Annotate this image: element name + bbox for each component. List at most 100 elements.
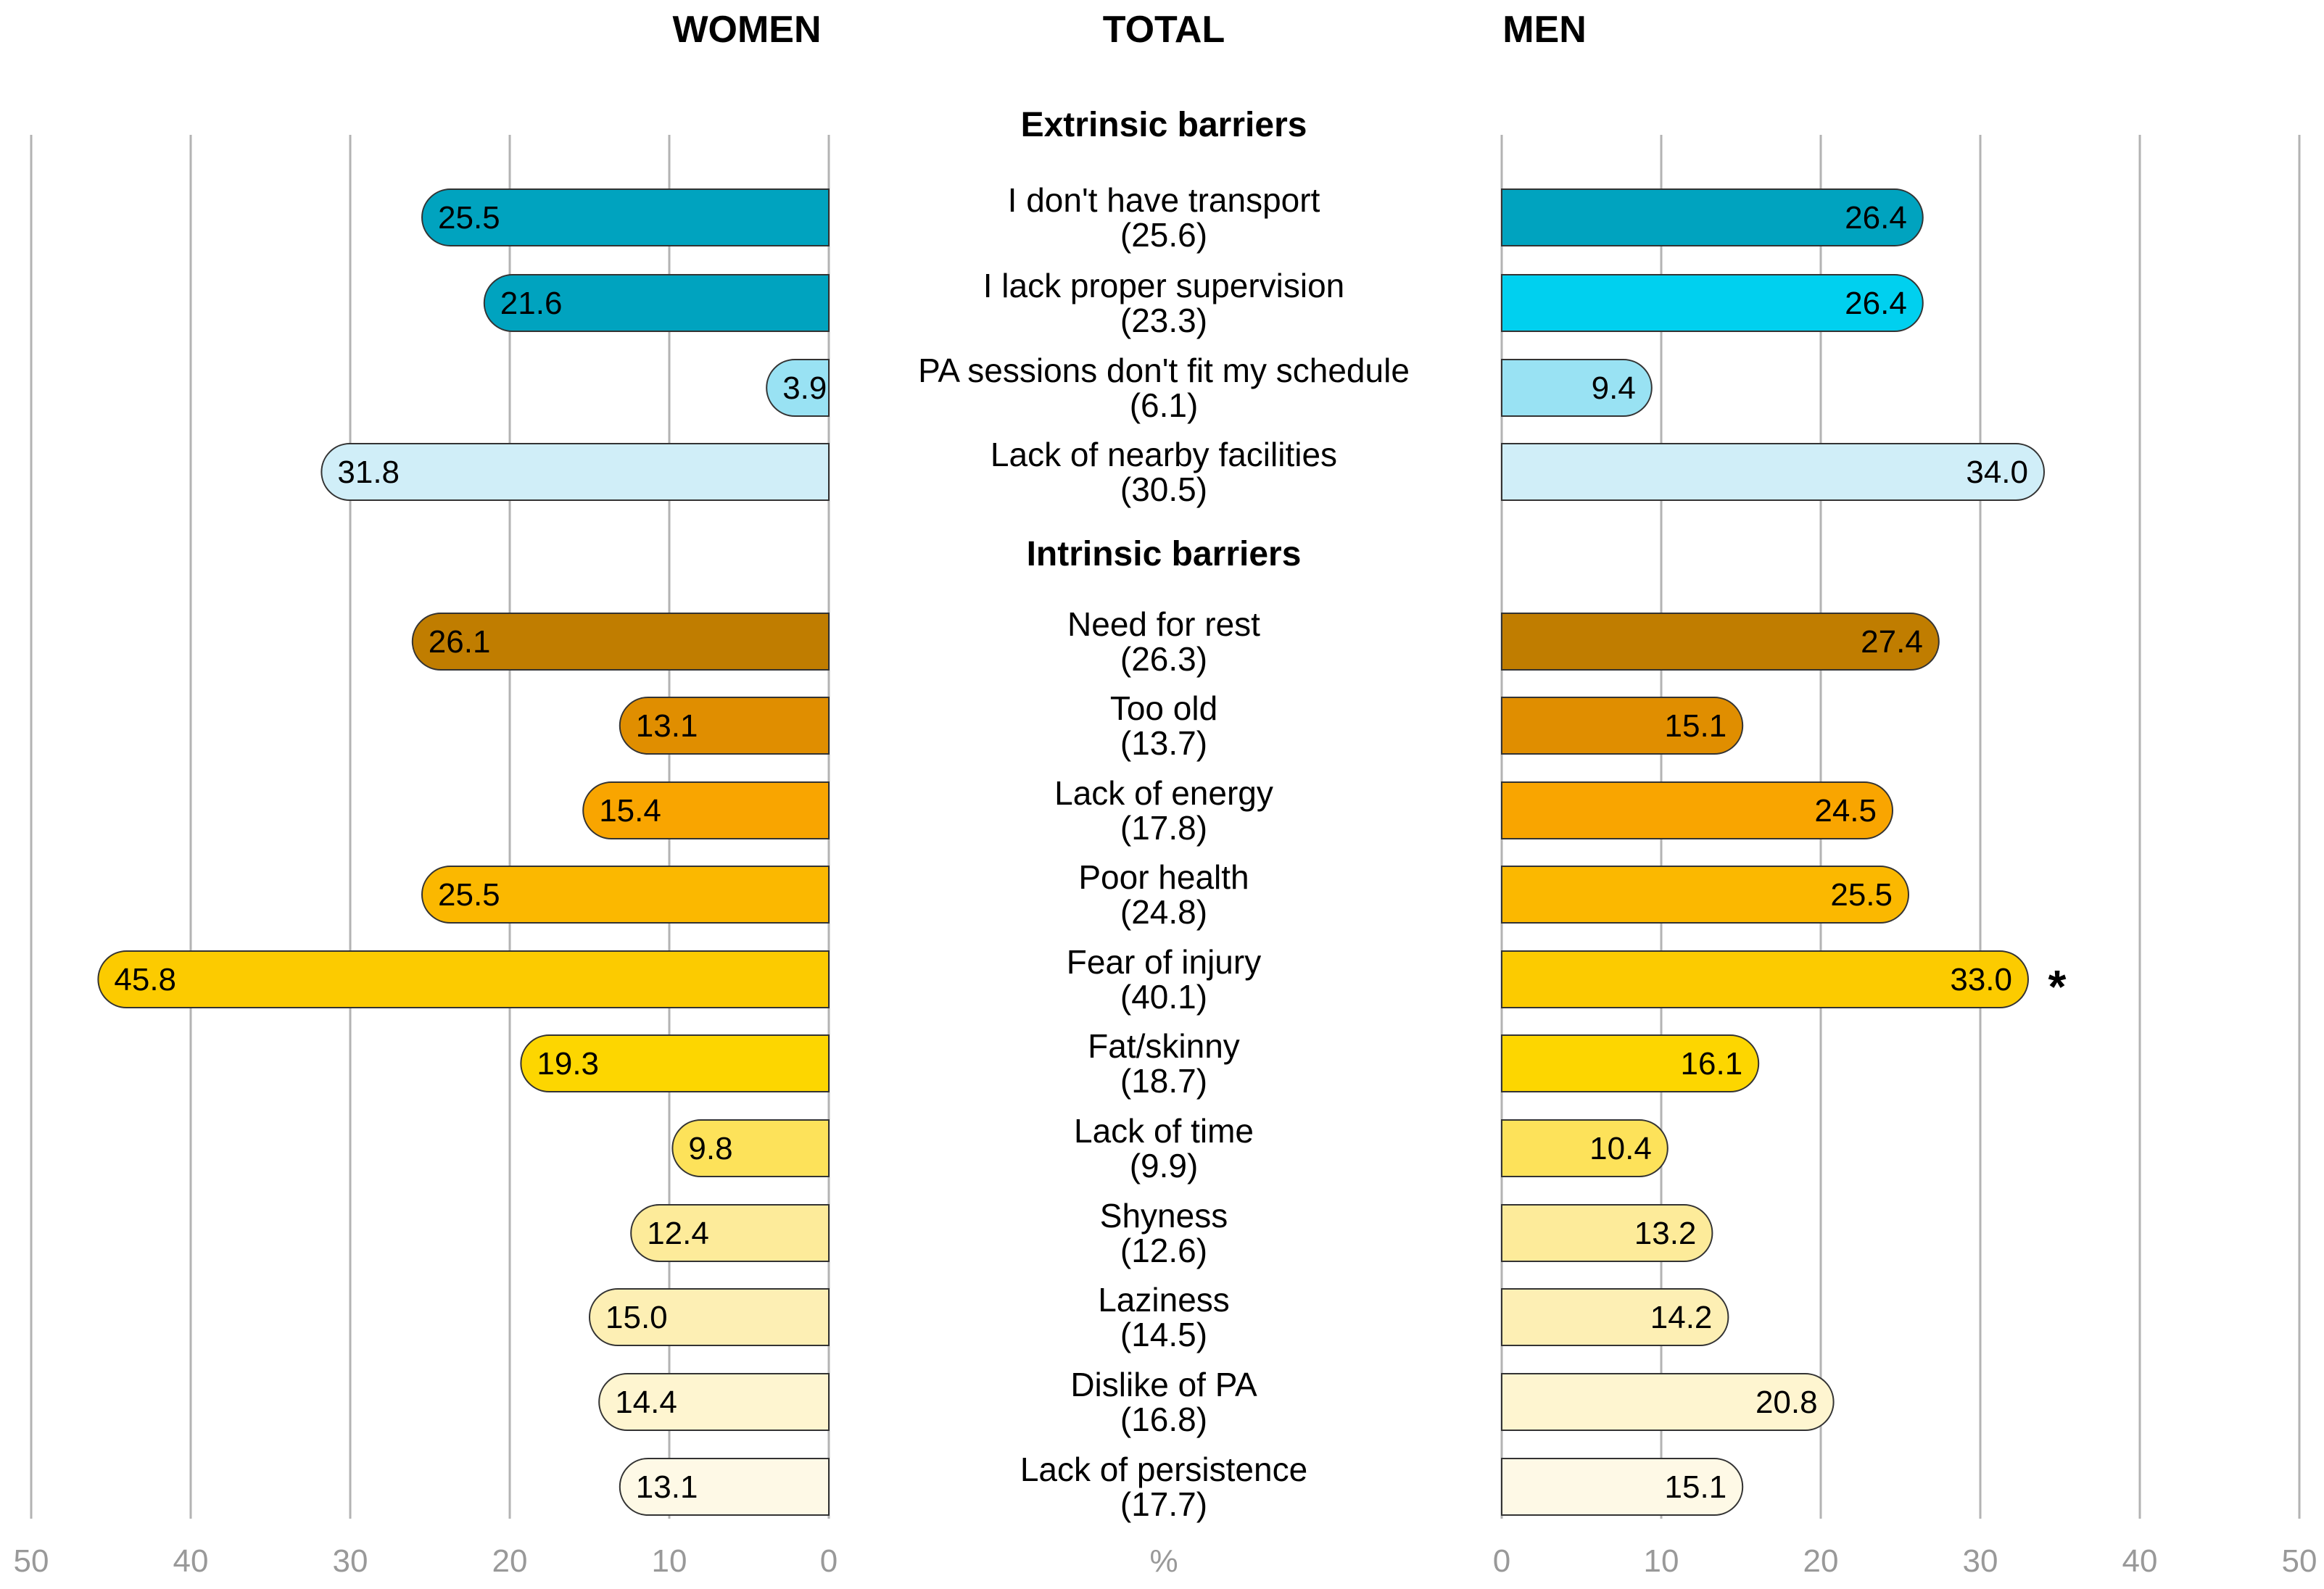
- men-value-label: 13.2: [1634, 1216, 1697, 1251]
- men-tick-label: 20: [1803, 1543, 1839, 1579]
- category-label: Too old: [1110, 689, 1217, 727]
- total-value-label: (6.1): [1130, 386, 1199, 424]
- women-value-label: 25.5: [438, 200, 500, 236]
- total-value-label: (13.7): [1120, 724, 1207, 762]
- total-header: TOTAL: [1103, 9, 1225, 51]
- women-tick-label: 10: [652, 1543, 687, 1579]
- category-label: Shyness: [1100, 1197, 1228, 1235]
- men-tick-label: 40: [2122, 1543, 2158, 1579]
- men-value-label: 16.1: [1681, 1046, 1743, 1082]
- men-value-label: 9.4: [1592, 370, 1636, 406]
- men-bar: [1501, 613, 1940, 671]
- category-label: Lack of persistence: [1020, 1451, 1307, 1488]
- men-bar: [1501, 781, 1893, 839]
- category-label: Lack of nearby facilities: [991, 436, 1337, 473]
- men-value-label: 26.4: [1845, 200, 1907, 236]
- category-label: PA sessions don't fit my schedule: [918, 352, 1410, 389]
- women-tick-label: 50: [14, 1543, 49, 1579]
- total-value-label: (24.8): [1120, 893, 1207, 931]
- significance-marker: *: [2048, 961, 2067, 1013]
- total-value-label: (30.5): [1120, 470, 1207, 508]
- men-bar: [1501, 1034, 1760, 1092]
- women-tick-label: 30: [333, 1543, 368, 1579]
- men-value-label: 27.4: [1861, 624, 1923, 660]
- men-bar: [1501, 1119, 1668, 1177]
- women-bar: [630, 1204, 830, 1262]
- total-value-label: (26.3): [1120, 640, 1207, 678]
- axis-ticks: % 50 40 30 20 10 0 0 10 20 30 40 50: [14, 1543, 2317, 1579]
- bars: [97, 188, 2045, 1516]
- category-label: Need for rest: [1067, 605, 1260, 643]
- men-bar: [1501, 443, 2045, 501]
- category-label: Dislike of PA: [1070, 1366, 1257, 1403]
- men-value-label: 24.5: [1814, 793, 1877, 829]
- women-bar: [589, 1288, 830, 1346]
- total-value-label: (17.8): [1120, 809, 1207, 847]
- category-label: Poor health: [1078, 858, 1249, 896]
- men-value-label: 25.5: [1830, 877, 1893, 913]
- category-label: I lack proper supervision: [983, 267, 1345, 304]
- women-value-label: 21.6: [500, 286, 563, 321]
- women-value-label: 12.4: [647, 1216, 709, 1251]
- women-value-label: 45.8: [114, 962, 176, 997]
- column-headers: WOMEN TOTAL MEN: [672, 9, 1586, 51]
- women-value-label: 13.1: [636, 708, 698, 744]
- total-value-label: (14.5): [1120, 1316, 1207, 1353]
- men-value-label: 34.0: [1966, 455, 2028, 490]
- total-value-label: (23.3): [1120, 302, 1207, 339]
- women-bar: [671, 1119, 830, 1177]
- group-title: Extrinsic barriers: [1021, 106, 1307, 144]
- women-value-label: 13.1: [636, 1469, 698, 1505]
- men-bar: [1501, 1288, 1729, 1346]
- women-value-label: 25.5: [438, 877, 500, 913]
- women-bar: [321, 443, 830, 501]
- women-bar: [598, 1373, 830, 1431]
- men-bar: [1501, 866, 1909, 924]
- total-value-label: (16.8): [1120, 1401, 1207, 1438]
- women-value-label: 26.1: [429, 624, 491, 660]
- axis-unit-label: %: [1149, 1543, 1178, 1579]
- men-bar: [1501, 1204, 1713, 1262]
- men-bar: [1501, 950, 2029, 1008]
- men-bar: [1501, 1373, 1835, 1431]
- women-bar: [483, 274, 830, 332]
- men-bar: [1501, 1458, 1744, 1516]
- women-value-label: 9.8: [688, 1131, 732, 1166]
- total-value-label: (9.9): [1130, 1147, 1199, 1185]
- women-value-label: 15.0: [605, 1300, 668, 1335]
- total-value-label: (17.7): [1120, 1485, 1207, 1523]
- men-tick-label: 50: [2282, 1543, 2317, 1579]
- women-value-label: 14.4: [615, 1385, 677, 1420]
- women-bar: [421, 188, 830, 246]
- men-tick-label: 10: [1644, 1543, 1679, 1579]
- men-value-label: 15.1: [1665, 708, 1727, 744]
- women-value-label: 31.8: [337, 455, 400, 490]
- women-header: WOMEN: [672, 9, 821, 51]
- men-bar: [1501, 188, 1924, 246]
- women-value-label: 3.9: [782, 370, 827, 406]
- women-bar: [619, 1458, 830, 1516]
- men-value-label: 15.1: [1665, 1469, 1727, 1505]
- women-tick-label: 40: [173, 1543, 209, 1579]
- category-label: Lack of energy: [1054, 774, 1273, 812]
- men-value-label: 20.8: [1756, 1385, 1818, 1420]
- women-bar: [411, 613, 830, 671]
- category-label: Laziness: [1098, 1281, 1230, 1319]
- category-label: Fat/skinny: [1088, 1027, 1240, 1065]
- men-value-label: 33.0: [1950, 962, 2012, 997]
- women-value-label: 15.4: [599, 793, 661, 829]
- men-value-label: 26.4: [1845, 286, 1907, 321]
- women-bar: [421, 866, 830, 924]
- total-value-label: (25.6): [1120, 216, 1207, 254]
- total-value-label: (40.1): [1120, 978, 1207, 1016]
- category-label: Fear of injury: [1067, 943, 1261, 981]
- women-tick-label: 20: [492, 1543, 528, 1579]
- women-bar: [520, 1034, 830, 1092]
- category-labels: Extrinsic barriers 25.5 26.4 I don't have t…: [114, 106, 2066, 1523]
- total-value-label: (18.7): [1120, 1062, 1207, 1100]
- men-bar: [1501, 359, 1653, 417]
- women-bar: [582, 781, 830, 839]
- group-title: Intrinsic barriers: [1027, 535, 1302, 573]
- women-bar: [766, 359, 830, 417]
